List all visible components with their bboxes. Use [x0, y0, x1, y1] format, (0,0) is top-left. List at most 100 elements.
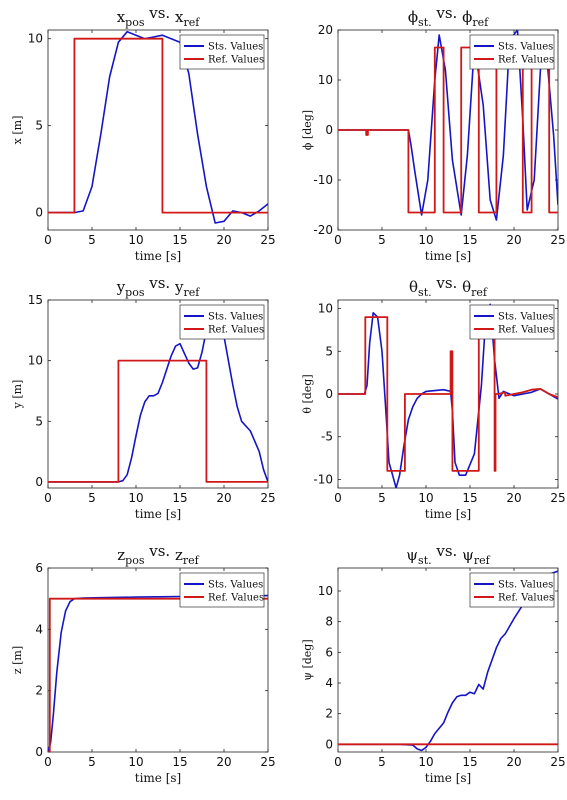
y-axis-label: z [m] — [11, 646, 24, 674]
x-tick-label: 10 — [418, 755, 433, 769]
chart-panel-4: 0 5 10 15 20 25 -10 -5 0 5 10 θst. vs. θref time [s]… — [301, 274, 566, 521]
legend: Sts. Values Ref. Values — [469, 572, 555, 608]
legend: Sts. Values Ref. Values — [469, 34, 555, 70]
y-tick-label: 4 — [35, 622, 43, 636]
y-tick-label: 6 — [35, 561, 43, 575]
legend-box — [179, 304, 265, 340]
chart-title: ϕst. vs. ϕref — [408, 4, 489, 29]
x-tick-label: 10 — [128, 233, 143, 247]
legend-box — [179, 572, 265, 608]
x-tick-label: 25 — [260, 491, 275, 505]
x-axis-label: time [s] — [425, 249, 471, 263]
y-tick-label: 10 — [318, 584, 333, 598]
series-line-sts — [48, 30, 268, 224]
y-tick-label: -20 — [313, 223, 333, 237]
x-tick-label: 25 — [260, 755, 275, 769]
legend-label-sts: Sts. Values — [498, 42, 553, 53]
x-axis-label: time [s] — [425, 771, 471, 785]
x-tick-label: 0 — [44, 233, 52, 247]
legend-label-sts: Sts. Values — [498, 312, 553, 323]
x-tick-label: 15 — [462, 491, 477, 505]
x-tick-label: 20 — [506, 755, 521, 769]
legend-label-sts: Sts. Values — [208, 580, 263, 591]
x-tick-label: 0 — [44, 491, 52, 505]
chart-panel-5: 0 5 10 15 20 25 0 2 4 6 zpos vs. zref time [s] z [m]… — [11, 542, 276, 785]
x-tick-label: 15 — [172, 755, 187, 769]
x-tick-label: 0 — [334, 233, 342, 247]
legend-box — [469, 304, 555, 340]
y-tick-label: 2 — [35, 684, 43, 698]
x-tick-label: 25 — [260, 233, 275, 247]
x-tick-label: 10 — [418, 491, 433, 505]
x-tick-label: 5 — [88, 491, 96, 505]
chart-title: xpos vs. xref — [117, 4, 201, 29]
legend-box — [179, 34, 265, 70]
chart-panel-6: 0 5 10 15 20 25 0 2 4 6 8 10 ψst. vs. ψref time [s] ψ … — [301, 542, 566, 785]
x-axis-label: time [s] — [135, 771, 181, 785]
x-tick-label: 15 — [172, 491, 187, 505]
y-tick-label: 5 — [325, 344, 333, 358]
y-tick-label: 0 — [325, 123, 333, 137]
x-tick-label: 5 — [378, 233, 386, 247]
legend-box — [469, 34, 555, 70]
y-axis-label: θ [deg] — [301, 374, 314, 413]
x-tick-label: 15 — [462, 755, 477, 769]
y-axis-label: ϕ [deg] — [301, 110, 314, 150]
chart-title: ypos vs. yref — [116, 274, 201, 299]
x-tick-label: 25 — [550, 233, 565, 247]
chart-panel-3: 0 5 10 15 20 25 0 5 10 15 ypos vs. yref time [s] y [… — [11, 274, 276, 521]
chart-title: θst. vs. θref — [409, 274, 488, 299]
x-tick-label: 25 — [550, 755, 565, 769]
x-tick-label: 20 — [506, 233, 521, 247]
y-tick-label: 4 — [325, 676, 333, 690]
x-tick-label: 25 — [550, 491, 565, 505]
y-axis-label: ψ [deg] — [301, 639, 314, 680]
legend: Sts. Values Ref. Values — [179, 572, 265, 608]
y-tick-label: 0 — [35, 745, 43, 759]
y-tick-label: -10 — [313, 173, 333, 187]
y-tick-label: 0 — [35, 206, 43, 220]
y-tick-label: 0 — [35, 475, 43, 489]
x-tick-label: 10 — [418, 233, 433, 247]
legend: Sts. Values Ref. Values — [179, 304, 265, 340]
legend-label-sts: Sts. Values — [208, 312, 263, 323]
x-tick-label: 10 — [128, 755, 143, 769]
series-line-ref — [48, 597, 268, 752]
y-tick-label: 5 — [35, 119, 43, 133]
x-tick-label: 5 — [88, 233, 96, 247]
y-tick-label: 8 — [325, 615, 333, 629]
legend-label-ref: Ref. Values — [208, 325, 264, 336]
legend: Sts. Values Ref. Values — [469, 304, 555, 340]
x-axis-label: time [s] — [135, 507, 181, 521]
legend-label-sts: Sts. Values — [208, 42, 263, 53]
x-tick-label: 20 — [216, 491, 231, 505]
x-tick-label: 20 — [506, 491, 521, 505]
x-tick-label: 20 — [216, 755, 231, 769]
x-tick-label: 0 — [334, 491, 342, 505]
chart-title: ψst. vs. ψref — [406, 542, 490, 567]
y-tick-label: 10 — [28, 354, 43, 368]
y-tick-label: 0 — [325, 737, 333, 751]
x-tick-label: 0 — [334, 755, 342, 769]
series-line-ref — [48, 359, 268, 483]
legend-box — [469, 572, 555, 608]
legend-label-ref: Ref. Values — [208, 55, 264, 66]
x-tick-label: 5 — [378, 755, 386, 769]
legend-label-ref: Ref. Values — [208, 593, 264, 604]
y-tick-label: 15 — [28, 293, 43, 307]
x-tick-label: 15 — [462, 233, 477, 247]
legend-label-ref: Ref. Values — [498, 325, 554, 336]
y-tick-label: 10 — [318, 73, 333, 87]
y-tick-label: 20 — [318, 23, 333, 37]
series-line-ref — [48, 37, 268, 214]
x-tick-label: 20 — [216, 233, 231, 247]
y-axis-label: y [m] — [11, 380, 24, 410]
series-line-sts — [48, 307, 268, 483]
y-tick-label: 2 — [325, 707, 333, 721]
legend: Sts. Values Ref. Values — [179, 34, 265, 70]
legend-label-ref: Ref. Values — [498, 55, 554, 66]
x-tick-label: 5 — [88, 755, 96, 769]
y-tick-label: 5 — [35, 414, 43, 428]
y-tick-label: 10 — [28, 32, 43, 46]
